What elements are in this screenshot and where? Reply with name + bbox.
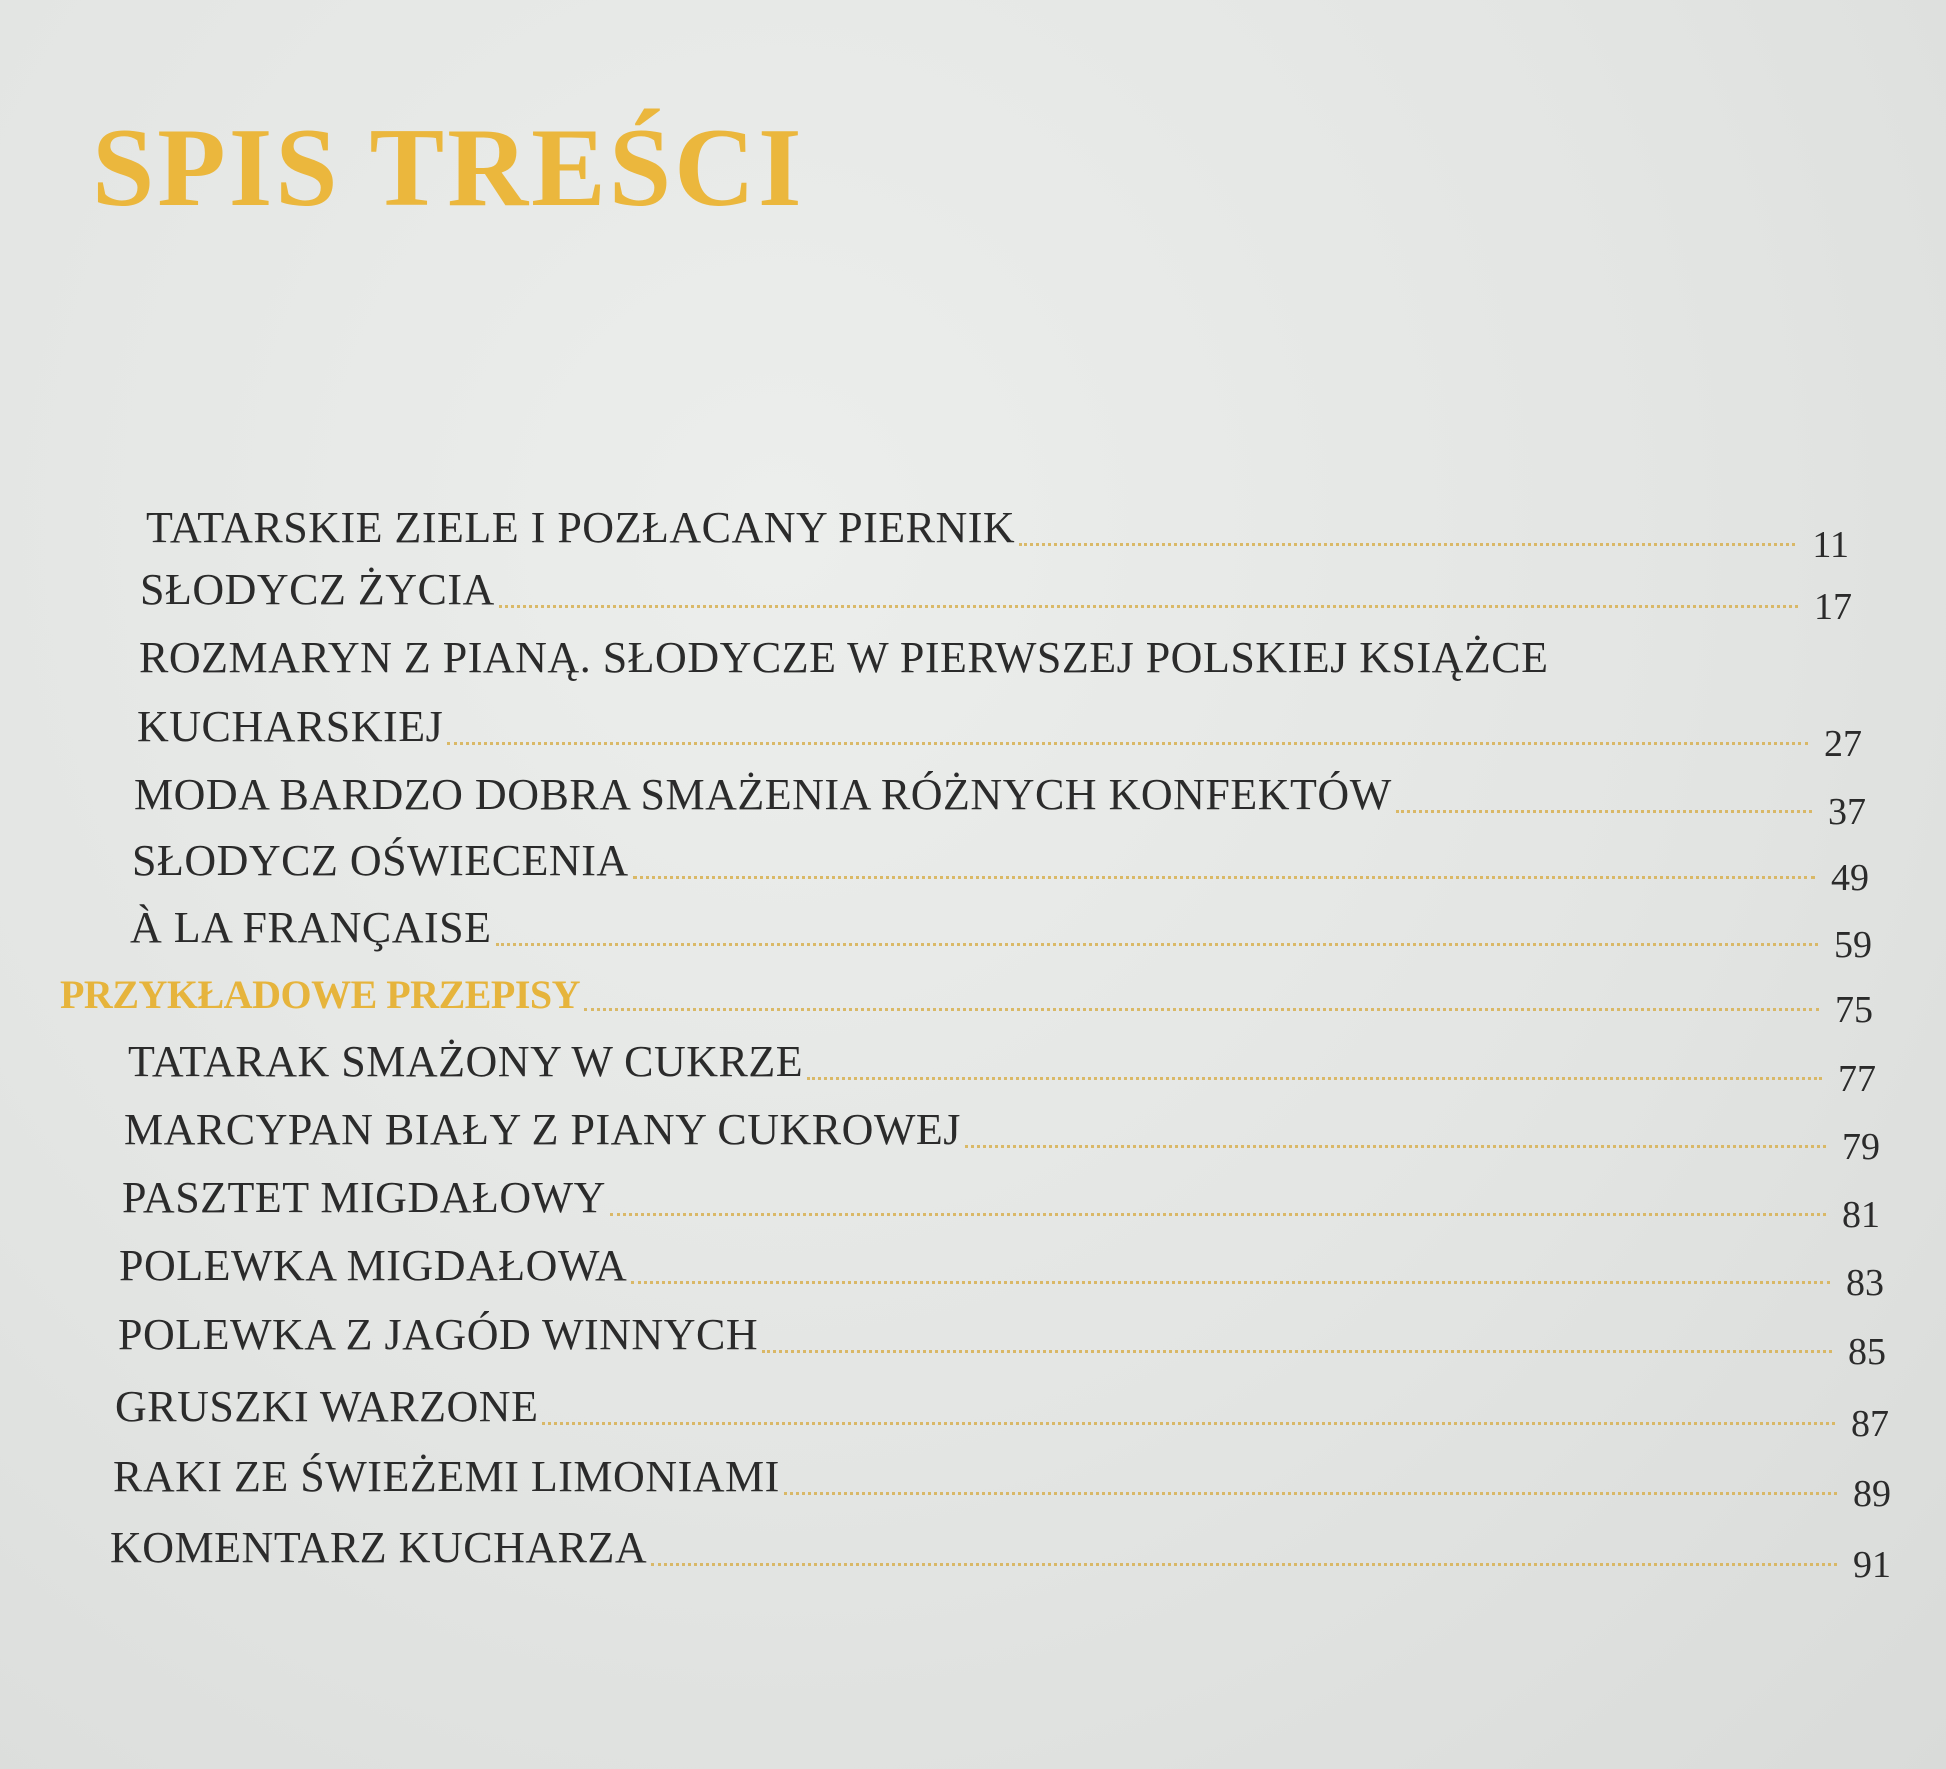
dotted-leader — [807, 1077, 1822, 1080]
toc-page-number: 83 — [1846, 1262, 1884, 1304]
dotted-leader — [651, 1563, 1837, 1566]
dotted-leader — [964, 1145, 1826, 1148]
toc-page-number: 89 — [1853, 1473, 1891, 1515]
toc-entry-title: TATARAK SMAŻONY W CUKRZE — [128, 1037, 804, 1086]
toc-entry: À LA FRANÇAISE 59 — [130, 900, 1872, 965]
toc-entry-title: PRZYKŁADOWE PRZEPISY — [60, 972, 581, 1017]
toc-entry: TATARAK SMAŻONY W CUKRZE 77 — [128, 1034, 1876, 1099]
dotted-leader — [631, 1281, 1830, 1284]
toc-entry-title: POLEWKA Z JAGÓD WINNYCH — [118, 1310, 759, 1359]
toc-page-number: 91 — [1853, 1544, 1891, 1586]
toc-entry: GRUSZKI WARZONE 87 — [115, 1379, 1889, 1444]
toc-page-number: 87 — [1851, 1403, 1889, 1445]
toc-page-number: 27 — [1824, 723, 1862, 765]
dotted-leader — [632, 876, 1815, 879]
toc-entry: POLEWKA Z JAGÓD WINNYCH 85 — [118, 1307, 1886, 1372]
dotted-leader — [498, 605, 1798, 608]
dotted-leader — [1019, 543, 1795, 546]
dotted-leader — [542, 1422, 1835, 1425]
toc-entry-title: GRUSZKI WARZONE — [115, 1382, 539, 1431]
dotted-leader — [495, 943, 1818, 946]
dotted-leader — [762, 1350, 1832, 1353]
toc-entry-title: À LA FRANÇAISE — [130, 903, 492, 952]
toc-entry-title: ROZMARYN Z PIANĄ. SŁODYCZE W PIERWSZEJ P… — [139, 633, 1549, 682]
toc-entry: RAKI ZE ŚWIEŻEMI LIMONIAMI 89 — [113, 1449, 1891, 1514]
toc-entry-title: POLEWKA MIGDAŁOWA — [119, 1241, 628, 1290]
toc-page-number: 37 — [1828, 791, 1866, 833]
toc-section-heading: PRZYKŁADOWE PRZEPISY 75 — [60, 965, 1873, 1030]
dotted-leader — [584, 1008, 1819, 1011]
page-title: SPIS TREŚCI — [92, 106, 805, 230]
toc-page-number: 81 — [1842, 1194, 1880, 1236]
toc-entry-title: KOMENTARZ KUCHARZA — [110, 1523, 648, 1572]
dotted-leader — [783, 1492, 1837, 1495]
toc-entry: TATARSKIE ZIELE I POZŁACANY PIERNIK 11 — [146, 500, 1849, 565]
toc-entry-title: MODA BARDZO DOBRA SMAŻENIA RÓŻNYCH KONFE… — [134, 770, 1392, 819]
toc-entry: POLEWKA MIGDAŁOWA 83 — [119, 1238, 1884, 1303]
toc-entry: SŁODYCZ ŻYCIA 17 — [140, 562, 1852, 627]
toc-entry-title: TATARSKIE ZIELE I POZŁACANY PIERNIK — [146, 503, 1016, 552]
toc-entry-title: SŁODYCZ ŻYCIA — [140, 565, 495, 614]
toc-entry-title: PASZTET MIGDAŁOWY — [122, 1173, 606, 1222]
toc-page-number: 79 — [1842, 1126, 1880, 1168]
toc-entry: KUCHARSKIEJ 27 — [137, 699, 1862, 764]
dotted-leader — [609, 1213, 1826, 1216]
toc-entry: MODA BARDZO DOBRA SMAŻENIA RÓŻNYCH KONFE… — [134, 767, 1866, 832]
toc-page-number: 59 — [1834, 924, 1872, 966]
toc-page-number: 11 — [1812, 524, 1849, 566]
dotted-leader — [447, 742, 1808, 745]
toc-page-number: 49 — [1831, 857, 1869, 899]
toc-entry: MARCYPAN BIAŁY Z PIANY CUKROWEJ 79 — [124, 1102, 1880, 1167]
toc-page-number: 17 — [1814, 586, 1852, 628]
toc-entry: SŁODYCZ OŚWIECENIA 49 — [132, 833, 1869, 898]
toc-entry-title: SŁODYCZ OŚWIECENIA — [132, 836, 629, 885]
toc-entry: ROZMARYN Z PIANĄ. SŁODYCZE W PIERWSZEJ P… — [139, 630, 1856, 680]
toc-entry-title: KUCHARSKIEJ — [137, 702, 444, 751]
toc-entry: KOMENTARZ KUCHARZA 91 — [110, 1520, 1891, 1585]
toc-page-number: 77 — [1838, 1058, 1876, 1100]
toc-page-number: 75 — [1835, 989, 1873, 1031]
toc-entry: PASZTET MIGDAŁOWY 81 — [122, 1170, 1880, 1235]
dotted-leader — [1395, 810, 1812, 813]
toc-entry-title: RAKI ZE ŚWIEŻEMI LIMONIAMI — [113, 1452, 780, 1501]
toc-page-number: 85 — [1848, 1331, 1886, 1373]
toc-entry-title: MARCYPAN BIAŁY Z PIANY CUKROWEJ — [124, 1105, 961, 1154]
